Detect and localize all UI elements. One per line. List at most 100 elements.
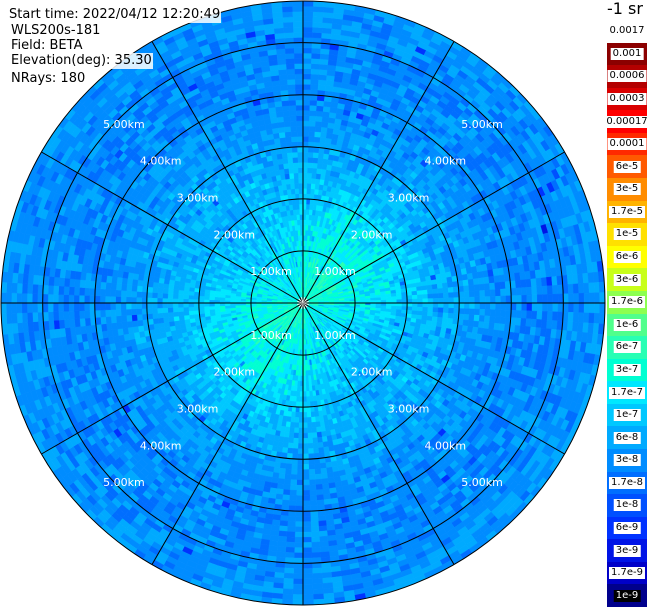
data-cell [463,291,470,298]
data-cell [307,151,314,158]
data-cell [302,89,311,96]
data-cell [468,314,475,322]
data-cell [309,99,318,106]
data-cell [536,302,543,312]
data-cell [479,296,486,304]
data-cell [302,63,312,70]
data-cell [302,172,308,179]
data-cell [441,277,448,284]
data-cell [499,281,506,290]
data-cell [437,292,444,299]
data-cell [427,302,434,308]
data-cell [319,58,329,66]
data-cell [505,295,512,304]
data-cell [458,297,465,304]
data-cell [302,94,311,101]
data-cell [540,319,548,329]
data-cell [441,317,449,324]
data-cell [302,136,310,142]
data-cell [521,294,528,304]
data-cell [588,302,595,314]
data-cell [583,302,590,314]
data-cell [448,297,455,304]
data-cell [302,120,310,127]
data-cell [396,306,403,311]
data-cell [505,288,512,297]
data-cell [520,287,528,296]
data-cell [417,298,424,304]
data-cell [320,126,328,134]
data-cell [573,293,580,304]
data-cell [302,141,309,148]
data-cell [315,120,323,128]
data-cell [588,292,595,304]
data-cell [536,310,543,320]
data-cell [317,84,327,91]
data-cell [541,285,548,295]
data-cell [551,276,558,286]
data-cell [432,288,439,295]
data-cell [462,319,469,327]
data-cell [427,307,434,313]
data-cell [311,178,317,185]
data-cell [302,58,312,64]
data-cell [302,156,309,163]
data-cell [406,306,413,311]
data-cell [307,172,313,179]
data-cell [390,292,397,298]
data-cell [317,157,324,165]
data-cell [546,311,554,321]
data-cell [546,285,554,295]
data-cell [468,308,475,316]
data-cell [314,136,321,143]
data-cell [442,287,449,294]
data-cell [421,289,428,295]
data-cell [312,11,324,18]
data-cell [312,162,318,169]
data-cell [427,289,434,295]
data-cell [525,318,532,328]
data-cell [510,287,517,296]
data-cell [478,321,485,329]
data-cell [302,182,308,189]
data-cell [510,295,517,304]
data-cell [552,311,559,322]
data-cell [447,312,454,320]
data-cell [422,302,429,308]
data-cell [526,286,533,296]
data-cell [479,302,486,310]
data-cell [583,292,590,304]
data-cell [321,27,333,34]
data-cell [541,311,548,321]
data-cell [412,302,418,308]
data-cell [599,292,605,304]
data-cell [489,282,496,291]
data-cell [302,68,312,75]
data-cell [421,285,428,291]
data-cell [302,73,312,80]
data-cell [302,110,310,116]
data-cell [302,78,312,85]
data-cell [500,288,507,297]
data-cell [494,309,501,318]
data-cell [572,312,580,323]
data-cell [483,283,491,291]
data-cell [417,302,424,308]
data-cell [479,290,486,298]
data-cell [315,110,324,117]
data-cell [311,47,322,54]
data-cell [406,291,413,296]
data-cell [321,121,329,128]
data-cell [542,294,548,304]
data-cell [473,284,480,292]
data-cell [443,297,450,304]
data-cell [594,292,601,304]
data-cell [302,5,314,12]
data-cell [447,281,454,289]
data-cell [302,84,311,90]
data-cell [430,279,438,286]
data-cell [302,125,310,132]
data-cell [567,283,574,294]
data-cell [370,297,377,301]
data-cell [391,305,397,310]
